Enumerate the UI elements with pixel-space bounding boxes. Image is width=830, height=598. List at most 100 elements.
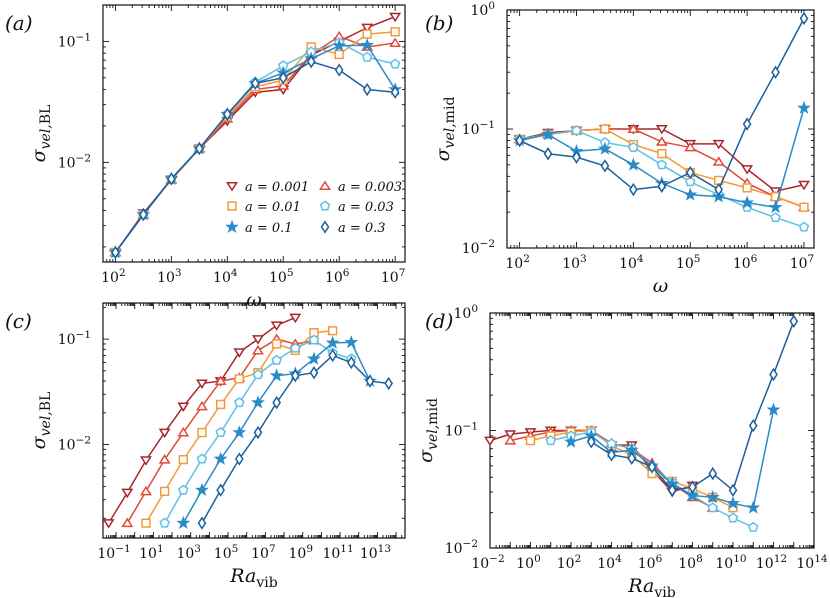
x-tick-label: 108 [678,553,703,572]
data-point [216,483,225,497]
data-point [213,451,228,465]
x-tick-label: 107 [381,267,406,286]
x-tick-label: 106 [325,267,350,286]
data-point [215,399,226,410]
series-a0.03 [159,334,357,528]
data-point [714,175,724,186]
series-a0.03 [545,426,759,532]
y-tick-label: 10−2 [58,435,91,454]
data-point [742,183,752,193]
data-point [195,482,209,496]
x-tick-label: 1011 [322,543,353,562]
panel-c: 10−1 101 103 105 107 109 1011 1013 10−2 10−1 Ravib… [5,302,406,591]
data-point [798,221,810,232]
data-point [685,165,695,180]
data-point [252,369,264,380]
data-point [234,452,244,466]
data-point [362,82,372,97]
data-point [178,454,188,465]
y-tick-label: 10−2 [58,152,91,171]
y-tick-label: 10−1 [58,31,91,50]
x-tick-label: 107 [790,253,815,272]
x-tick-label: 102 [101,267,126,286]
x-tick-label: 105 [269,267,294,286]
data-point [232,425,247,439]
data-point [628,141,639,152]
data-point [233,348,246,358]
data-point [727,512,739,523]
x-tick-label: 100 [516,553,541,572]
x-axis-label: Ravib [627,575,675,598]
data-point [177,402,190,412]
data-point [290,342,301,353]
x-axis-label: ω [653,275,669,297]
panel-d: 10−2 100 102 104 106 108 1010 1012 1014 10−2 10−1 1… [415,303,828,598]
y-axis-label: σvel,BL [28,392,54,450]
data-point [740,195,755,209]
series-a0.3 [515,11,809,197]
data-point [684,176,696,187]
x-tick-label: 107 [251,543,276,562]
data-point [607,448,616,462]
data-point [270,321,283,331]
data-point [684,141,697,152]
data-point [159,517,170,528]
data-point [525,435,536,446]
data-point [158,454,171,464]
data-point [177,426,190,437]
data-point [252,344,264,355]
data-point [141,518,151,528]
x-tick-label: 1010 [715,553,746,572]
data-point [728,483,738,497]
data-point [253,425,263,440]
data-point [176,515,191,529]
data-point [545,435,557,446]
data-point [798,180,810,191]
data-point [389,58,401,69]
data-point [252,335,264,345]
data-point [504,430,517,440]
legend-marker [227,201,237,211]
data-point [290,369,300,383]
data-point [360,37,375,52]
data-point [140,485,152,496]
plot-frame [102,302,406,539]
data-point [707,502,719,513]
y-axis-label: σvel,BL [28,105,54,163]
data-point [346,355,356,370]
data-point [384,376,394,391]
x-tick-label: 103 [562,253,587,272]
panel-label: (d) [425,309,453,333]
legend-label: a = 0.001 [245,180,309,195]
data-point [799,11,809,26]
data-point [250,76,260,91]
data-point [770,212,781,223]
data-point [797,100,811,114]
data-point [234,374,244,384]
data-point [194,141,204,156]
data-point [747,521,759,532]
legend: a = 0.001 a = 0.003 a = 0.01 a = 0.03 a = 0.… [225,180,402,236]
x-tick-label: 101 [139,543,164,562]
series-line [590,321,795,492]
x-tick-label: 104 [213,267,238,286]
data-point [196,453,208,464]
data-point [140,456,152,466]
data-point [278,71,288,85]
data-point [626,157,641,171]
legend-marker [320,220,330,234]
plot-frame [489,312,815,549]
series-a0.03 [514,125,810,232]
data-point [768,199,783,214]
y-tick-label: 10−2 [445,538,478,557]
data-point [708,466,718,481]
data-point [627,451,637,465]
legend-label: a = 0.01 [245,200,301,215]
x-tick-label: 103 [157,267,182,286]
data-point [647,460,657,474]
data-point [307,351,321,365]
data-point [197,427,207,438]
x-tick-label: 104 [597,553,622,572]
data-point [197,516,207,530]
data-point [748,418,758,433]
